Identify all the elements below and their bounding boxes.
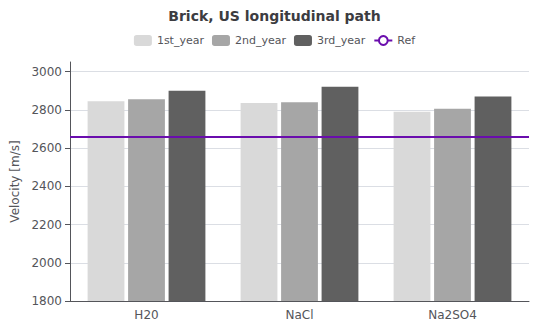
svg-text:Velocity [m/s]: Velocity [m/s] [8, 140, 22, 222]
svg-text:1st_year: 1st_year [157, 34, 205, 47]
svg-text:Na2SO4: Na2SO4 [428, 308, 477, 322]
svg-text:NaCl: NaCl [285, 308, 313, 322]
svg-text:3rd_year: 3rd_year [317, 34, 366, 47]
svg-text:Brick, US longitudinal path: Brick, US longitudinal path [168, 8, 380, 24]
svg-text:1800: 1800 [31, 294, 62, 308]
svg-text:2200: 2200 [31, 218, 62, 232]
svg-text:3000: 3000 [31, 65, 62, 79]
svg-text:Ref: Ref [397, 34, 416, 47]
svg-text:2000: 2000 [31, 256, 62, 270]
svg-text:2800: 2800 [31, 103, 62, 117]
svg-text:2600: 2600 [31, 141, 62, 155]
svg-text:H20: H20 [134, 308, 158, 322]
svg-text:2400: 2400 [31, 179, 62, 193]
svg-text:2nd_year: 2nd_year [235, 34, 286, 47]
